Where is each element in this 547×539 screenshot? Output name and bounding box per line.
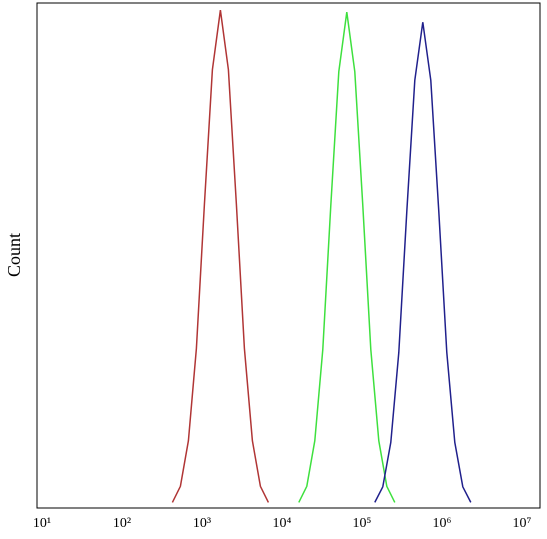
x-tick-label: 10¹ — [33, 516, 51, 531]
histogram-line — [298, 12, 396, 503]
y-axis-label: Count — [4, 233, 24, 277]
plot-frame — [36, 2, 541, 509]
x-tick-label: 10³ — [193, 516, 211, 531]
histogram-line — [171, 10, 270, 503]
histogram-line — [374, 22, 472, 503]
x-tick-label: 10⁴ — [273, 516, 292, 531]
x-tick-label: 10² — [113, 516, 131, 531]
x-tick-label: 10⁶ — [433, 516, 452, 531]
x-tick-label: 10⁷ — [513, 516, 532, 531]
x-tick-label: 10⁵ — [353, 516, 372, 531]
